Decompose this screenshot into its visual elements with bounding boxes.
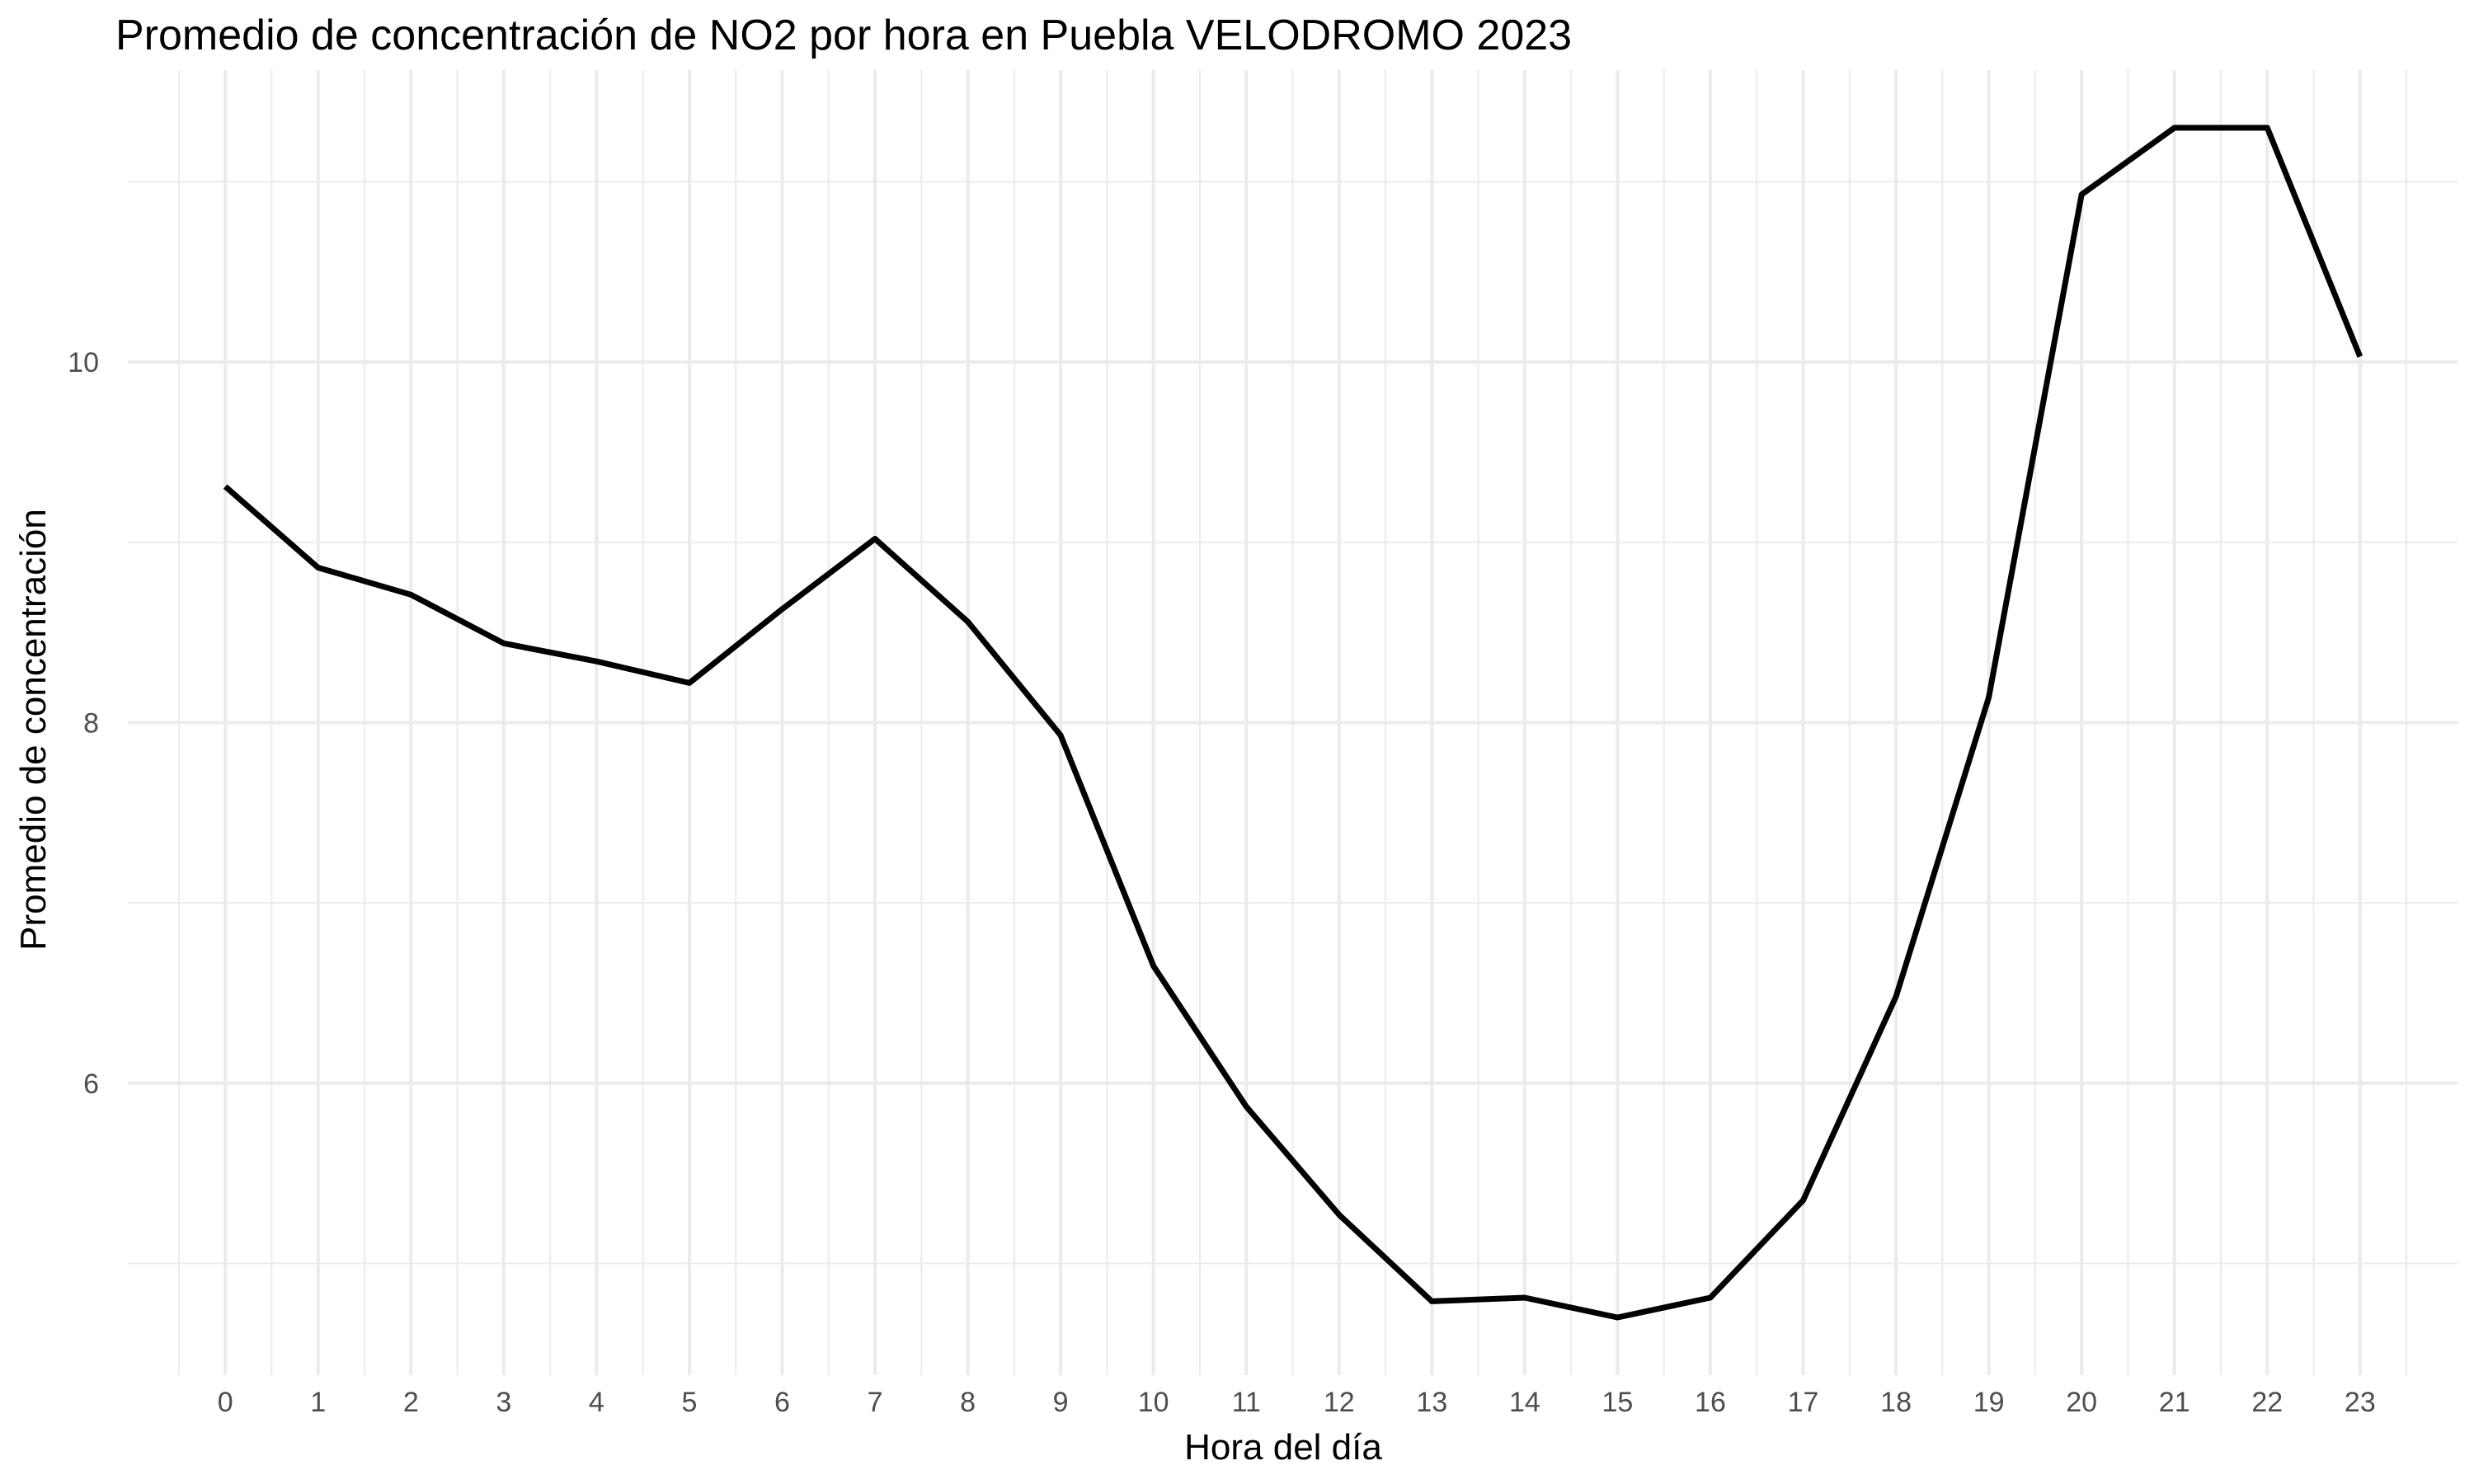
- y-tick-label: 6: [83, 1068, 99, 1100]
- x-tick-label: 15: [1602, 1387, 1634, 1418]
- x-tick-label: 12: [1324, 1387, 1355, 1418]
- y-axis-ticks: 6 8 10: [68, 347, 99, 1100]
- x-tick-label: 13: [1416, 1387, 1447, 1418]
- x-tick-label: 6: [774, 1387, 790, 1418]
- x-tick-label: 7: [868, 1387, 883, 1418]
- x-tick-label: 5: [681, 1387, 697, 1418]
- x-tick-label: 19: [1973, 1387, 2005, 1418]
- x-tick-label: 20: [2066, 1387, 2097, 1418]
- x-axis-ticks: 0 1 2 3 4 5 6 7 8 9 10 11 12 13 14 15 16 17 18 19 20 21 22 23: [218, 1387, 2376, 1418]
- chart-title: Promedio de concentración de NO2 por hor…: [115, 12, 1572, 59]
- y-axis-title: Promedio de concentración: [13, 509, 54, 951]
- x-tick-label: 8: [960, 1387, 976, 1418]
- series-line: [223, 124, 2363, 1321]
- x-tick-label: 17: [1788, 1387, 1819, 1418]
- y-tick-label: 8: [83, 708, 99, 740]
- x-tick-label: 23: [2345, 1387, 2376, 1418]
- x-tick-label: 1: [310, 1387, 326, 1418]
- x-tick-label: 3: [496, 1387, 511, 1418]
- x-tick-label: 16: [1695, 1387, 1726, 1418]
- x-tick-label: 14: [1509, 1387, 1540, 1418]
- x-tick-label: 10: [1138, 1387, 1169, 1418]
- x-tick-label: 0: [218, 1387, 233, 1418]
- x-tick-label: 2: [403, 1387, 419, 1418]
- x-tick-label: 9: [1053, 1387, 1069, 1418]
- x-tick-label: 22: [2251, 1387, 2283, 1418]
- x-tick-label: 21: [2159, 1387, 2190, 1418]
- x-tick-label: 11: [1232, 1387, 1261, 1418]
- grid: [128, 70, 2458, 1375]
- x-tick-label: 18: [1880, 1387, 1912, 1418]
- series-group: [223, 124, 2363, 1321]
- x-tick-label: 4: [589, 1387, 604, 1418]
- x-axis-title: Hora del día: [1184, 1427, 1382, 1468]
- y-tick-label: 10: [68, 347, 99, 378]
